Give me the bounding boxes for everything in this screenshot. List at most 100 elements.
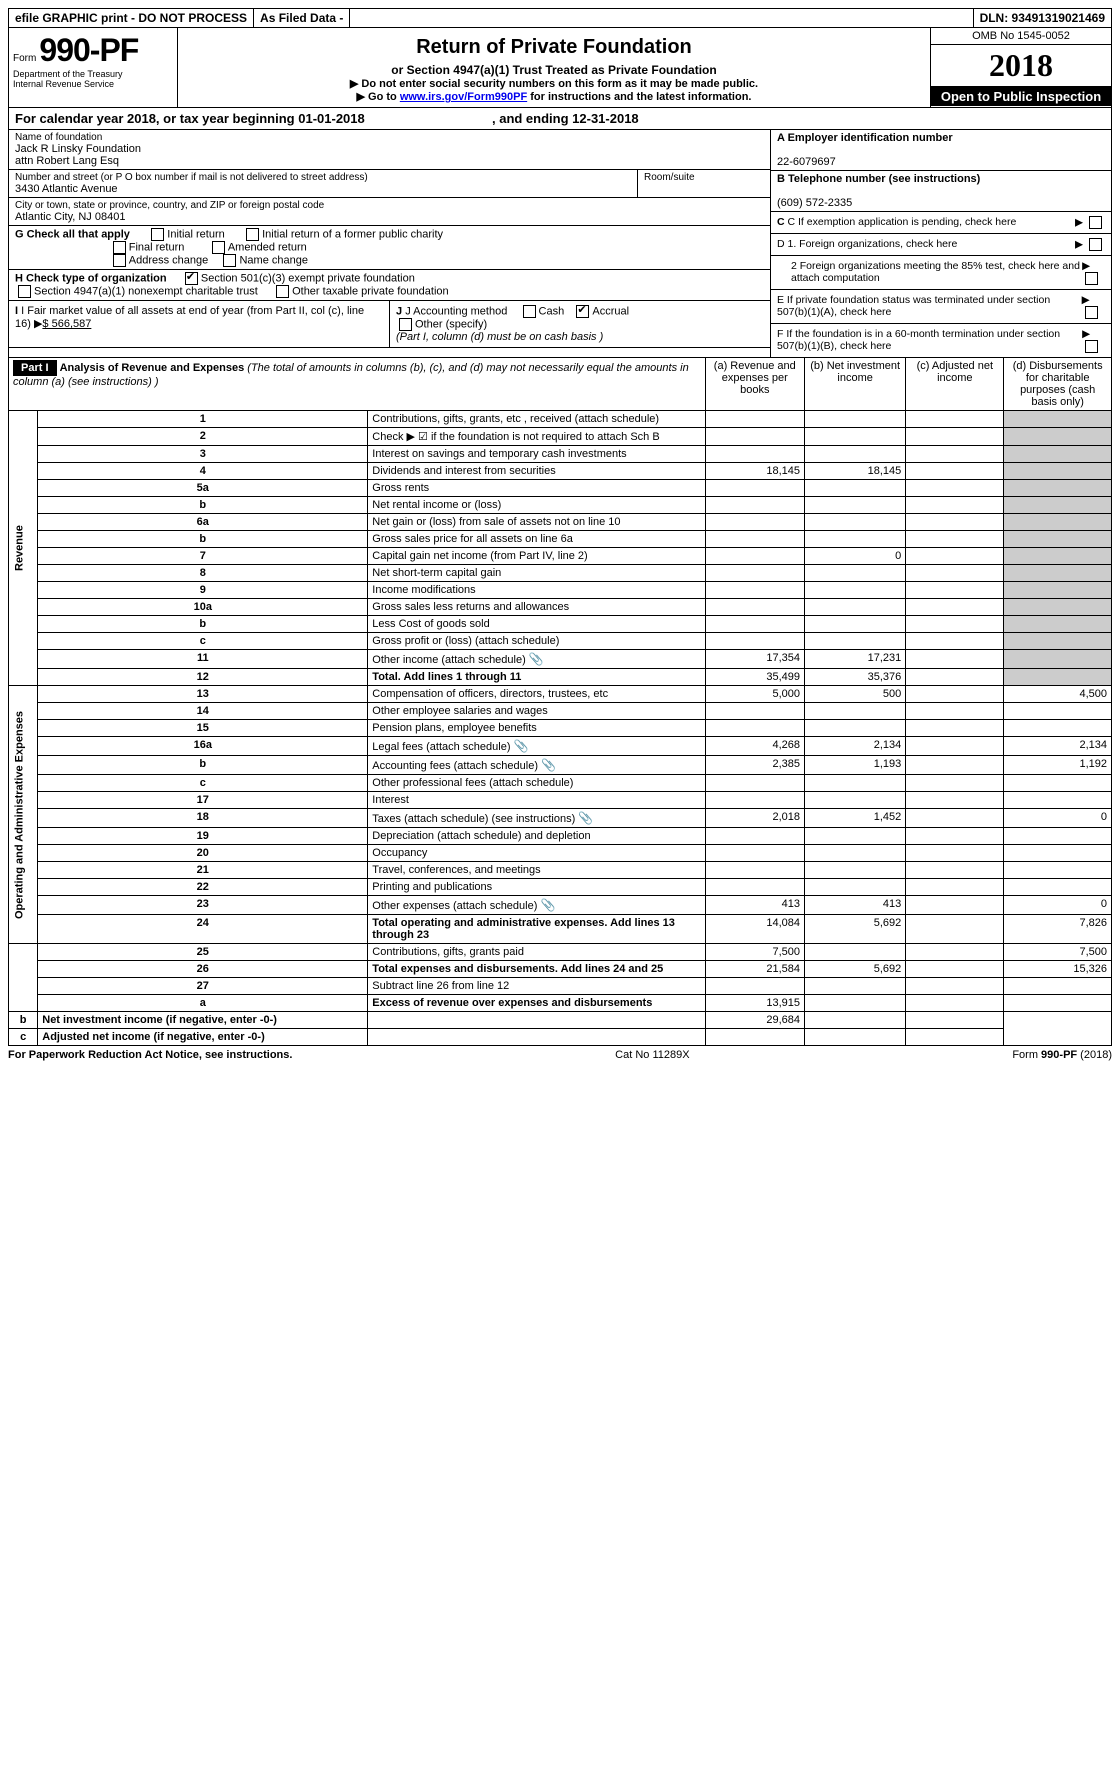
row-label: Pension plans, employee benefits — [368, 720, 705, 737]
checkbox-f[interactable] — [1085, 340, 1098, 353]
attachment-icon[interactable]: 📎 — [541, 758, 556, 772]
checkbox-4947[interactable] — [18, 285, 31, 298]
col-c-val — [906, 862, 1004, 879]
attachment-icon[interactable]: 📎 — [514, 739, 529, 753]
table-row: 12Total. Add lines 1 through 1135,49935,… — [9, 669, 1112, 686]
col-b-val — [804, 582, 905, 599]
header-left: Form 990-PF Department of the Treasury I… — [9, 28, 178, 107]
col-b-val — [804, 480, 905, 497]
row-label: Interest — [368, 792, 705, 809]
form-subtitle: or Section 4947(a)(1) Trust Treated as P… — [186, 63, 922, 77]
checkbox-501c3[interactable] — [185, 272, 198, 285]
col-a-val — [705, 720, 804, 737]
col-b-val — [804, 879, 905, 896]
col-d-val: 0 — [1004, 809, 1112, 828]
table-row: 24Total operating and administrative exp… — [9, 915, 1112, 944]
row-label: Interest on savings and temporary cash i… — [368, 446, 705, 463]
table-row: 23Other expenses (attach schedule) 📎4134… — [9, 896, 1112, 915]
col-b-val: 1,193 — [804, 756, 905, 775]
row-label: Compensation of officers, directors, tru… — [368, 686, 705, 703]
col-b-val — [804, 599, 905, 616]
col-b-val: 1,452 — [804, 809, 905, 828]
col-d-val — [1004, 411, 1112, 428]
col-a-val — [705, 703, 804, 720]
row-num: 17 — [38, 792, 368, 809]
street-address: 3430 Atlantic Avenue — [15, 183, 631, 195]
col-d-val — [1004, 497, 1112, 514]
checkbox-initial-former[interactable] — [246, 228, 259, 241]
col-a-val: 5,000 — [705, 686, 804, 703]
checkbox-c[interactable] — [1089, 216, 1102, 229]
col-d-val — [1004, 531, 1112, 548]
col-a-val — [705, 548, 804, 565]
table-row: 21Travel, conferences, and meetings — [9, 862, 1112, 879]
checkbox-e[interactable] — [1085, 306, 1098, 319]
col-d-val — [1004, 446, 1112, 463]
calyear-pre: For calendar year 2018, or tax year begi… — [15, 111, 298, 126]
col-c-val — [906, 737, 1004, 756]
form-header: Form 990-PF Department of the Treasury I… — [8, 28, 1112, 108]
col-d-val — [1004, 616, 1112, 633]
checkbox-d2[interactable] — [1085, 272, 1098, 285]
j3: Other (specify) — [415, 318, 487, 330]
table-row: aExcess of revenue over expenses and dis… — [9, 995, 1112, 1012]
checkbox-name-change[interactable] — [223, 254, 236, 267]
checkbox-other-taxable[interactable] — [276, 285, 289, 298]
top-spacer — [350, 9, 973, 27]
table-row: 5aGross rents — [9, 480, 1112, 497]
g2: Initial return of a former public charit… — [262, 228, 443, 240]
table-row: cAdjusted net income (if negative, enter… — [9, 1029, 1112, 1046]
row-label: Gross rents — [368, 480, 705, 497]
col-b-val — [804, 428, 905, 446]
table-row: 7Capital gain net income (from Part IV, … — [9, 548, 1112, 565]
col-d-val — [1004, 633, 1112, 650]
col-d-val: 2,134 — [1004, 737, 1112, 756]
col-c-val — [906, 463, 1004, 480]
col-c-val — [906, 548, 1004, 565]
checkbox-initial-return[interactable] — [151, 228, 164, 241]
efile-label: efile GRAPHIC print - DO NOT PROCESS — [9, 9, 254, 27]
attachment-icon[interactable]: 📎 — [540, 898, 555, 912]
table-row: 10aGross sales less returns and allowanc… — [9, 599, 1112, 616]
attachment-icon[interactable]: 📎 — [578, 811, 593, 825]
calyear-mid: , and ending — [492, 111, 572, 126]
irs-link[interactable]: www.irs.gov/Form990PF — [400, 91, 527, 103]
row-num: 5a — [38, 480, 368, 497]
warn2: ▶ Go to www.irs.gov/Form990PF for instru… — [186, 90, 922, 103]
table-row: 25Contributions, gifts, grants paid7,500… — [9, 944, 1112, 961]
checkbox-address-change[interactable] — [113, 254, 126, 267]
col-b-val: 0 — [804, 548, 905, 565]
addr-label: Number and street (or P O box number if … — [15, 172, 631, 183]
col-c-val — [906, 497, 1004, 514]
col-c-val — [906, 756, 1004, 775]
row-label: Total expenses and disbursements. Add li… — [368, 961, 705, 978]
checkbox-amended[interactable] — [212, 241, 225, 254]
col-c-val — [906, 411, 1004, 428]
i-cell: I I Fair market value of all assets at e… — [9, 301, 390, 347]
checkbox-d1[interactable] — [1089, 238, 1102, 251]
col-d-val: 15,326 — [1004, 961, 1112, 978]
row-label: Accounting fees (attach schedule) 📎 — [368, 756, 705, 775]
part1-title-cell: Part I Analysis of Revenue and Expenses … — [9, 358, 706, 411]
row-num: 24 — [38, 915, 368, 944]
table-row: 20Occupancy — [9, 845, 1112, 862]
f-cell: F If the foundation is in a 60-month ter… — [771, 324, 1111, 357]
checkbox-final-return[interactable] — [113, 241, 126, 254]
table-row: 14Other employee salaries and wages — [9, 703, 1112, 720]
col-b-val — [804, 944, 905, 961]
checkbox-accrual[interactable] — [576, 305, 589, 318]
footer-mid: Cat No 11289X — [615, 1049, 689, 1061]
checkbox-other-method[interactable] — [399, 318, 412, 331]
table-row: cOther professional fees (attach schedul… — [9, 775, 1112, 792]
top-bar: efile GRAPHIC print - DO NOT PROCESS As … — [8, 8, 1112, 28]
col-c-val — [906, 915, 1004, 944]
attachment-icon[interactable]: 📎 — [529, 652, 544, 666]
checkbox-cash[interactable] — [523, 305, 536, 318]
col-c-val — [906, 514, 1004, 531]
col-a-val — [705, 497, 804, 514]
row-num: 25 — [38, 944, 368, 961]
col-c-val — [906, 480, 1004, 497]
row-num: c — [38, 633, 368, 650]
col-c-val — [906, 896, 1004, 915]
table-row: Revenue1Contributions, gifts, grants, et… — [9, 411, 1112, 428]
